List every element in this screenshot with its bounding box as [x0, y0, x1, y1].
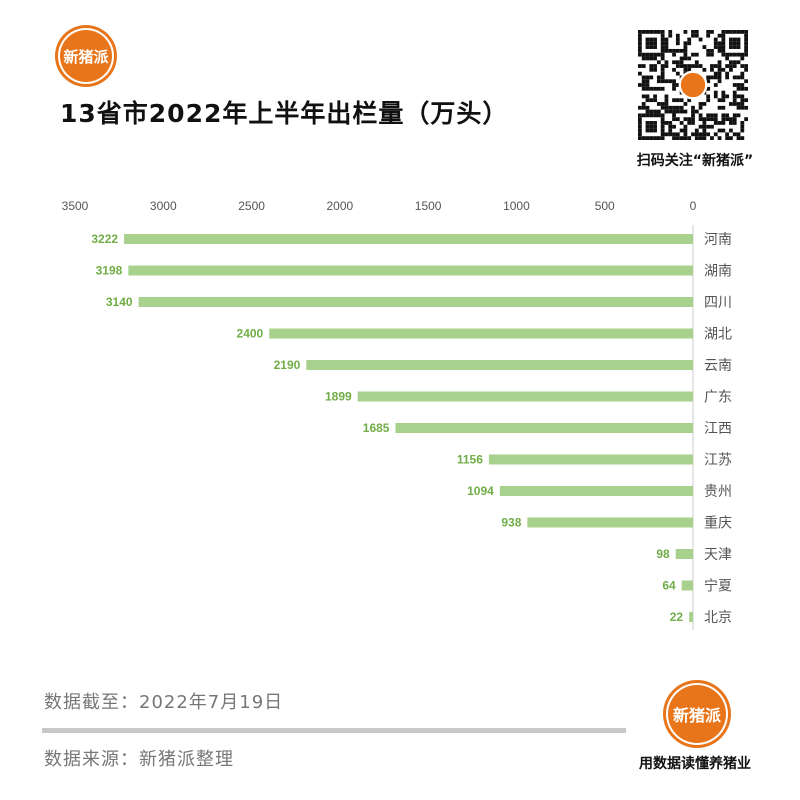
category-label: 江西: [704, 421, 732, 437]
x-tick-label: 0: [690, 199, 697, 213]
category-label: 宁夏: [704, 578, 732, 595]
bar: [681, 580, 693, 591]
category-label: 江苏: [704, 453, 732, 469]
qr-caption: 扫码关注“新猪派”: [636, 153, 754, 169]
category-label: 贵州: [704, 484, 732, 500]
category-label: 广东: [704, 390, 732, 406]
brand-logo: 新猪派: [58, 28, 114, 84]
bar: [124, 234, 694, 244]
data-label: 2190: [274, 358, 301, 372]
data-label: 22: [670, 610, 684, 624]
category-label: 河南: [704, 232, 732, 248]
x-tick-label: 3500: [62, 199, 89, 213]
bar: [395, 423, 693, 433]
data-label: 98: [656, 547, 670, 561]
x-tick-label: 2500: [238, 199, 265, 213]
data-label: 2400: [237, 327, 264, 341]
brand-logo-bottom: 新猪派: [666, 683, 728, 745]
bar: [269, 328, 693, 339]
data-label: 3222: [91, 232, 118, 246]
logo-text: 新猪派: [672, 706, 721, 725]
x-tick-label: 3000: [150, 199, 177, 213]
slogan: 用数据读懂养猪业: [639, 756, 751, 772]
category-label: 四川: [704, 295, 732, 311]
x-tick-label: 1000: [503, 199, 530, 213]
qr-code: [638, 30, 748, 140]
data-label: 1156: [457, 453, 483, 467]
x-tick-label: 2000: [327, 199, 354, 213]
bar: [357, 391, 693, 402]
x-tick-label: 500: [595, 199, 615, 213]
data-label: 1685: [363, 421, 390, 435]
category-label: 北京: [704, 610, 732, 626]
data-label: 938: [501, 516, 521, 530]
data-label: 3140: [106, 295, 133, 309]
qr-logo-icon: [678, 70, 708, 100]
category-label: 湖北: [704, 327, 732, 343]
category-label: 湖南: [704, 264, 732, 280]
bar: [128, 265, 693, 276]
bar: [138, 297, 693, 307]
logo-text: 新猪派: [63, 47, 109, 66]
category-label: 云南: [704, 358, 732, 374]
bar: [306, 360, 693, 370]
date-note: 数据截至：2022年7月19日: [44, 692, 284, 713]
x-tick-label: 1500: [415, 199, 442, 213]
bar: [689, 612, 693, 622]
category-label: 重庆: [704, 516, 732, 532]
bar: [488, 454, 693, 465]
bar: [527, 517, 693, 528]
bar: [675, 549, 693, 559]
data-label: 1094: [467, 484, 494, 498]
category-label: 天津: [704, 547, 732, 563]
data-label: 3198: [96, 264, 123, 278]
source-note: 数据来源：新猪派整理: [44, 749, 234, 770]
divider: [42, 728, 626, 733]
data-label: 64: [662, 579, 676, 593]
chart-title: 13省市2022年上半年出栏量（万头）: [60, 99, 509, 128]
bar: [499, 486, 693, 496]
data-label: 1899: [325, 390, 352, 404]
